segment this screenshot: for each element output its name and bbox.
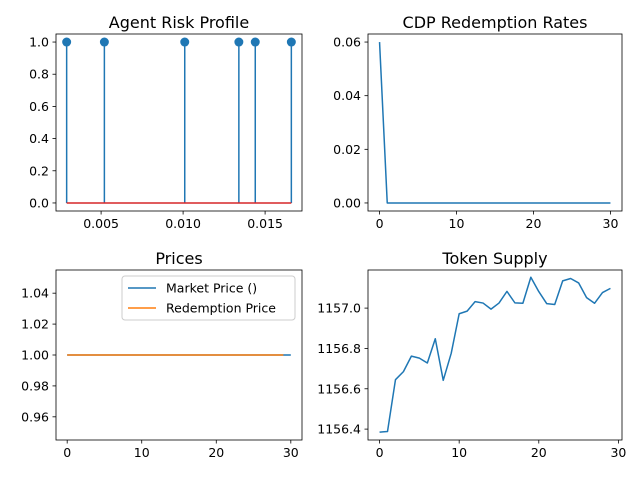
axes-frame (367, 33, 623, 212)
x-tick-label: 10 (134, 445, 150, 460)
x-tick-label: 30 (610, 445, 626, 460)
y-tick-label: 1156.4 (317, 422, 361, 437)
legend-box (121, 275, 296, 321)
y-tick-label: 0.98 (21, 378, 49, 393)
stem-marker (62, 37, 72, 47)
x-tick-label: 10 (449, 216, 465, 231)
stem-marker (180, 37, 190, 47)
redemption-rate-line (378, 42, 611, 204)
x-tick-label: 0.010 (165, 216, 201, 231)
x-tick-label: 30 (283, 445, 299, 460)
agent-risk-profile-chart: 0.005 0.010 0.015 0.0 0.2 0.4 0.6 0.8 1.0 Agent R… (29, 13, 303, 231)
chart-title: Token Supply (441, 249, 547, 268)
legend-label: Market Price () (166, 281, 257, 296)
cdp-redemption-rates-chart: 0 10 20 30 0.00 0.02 0.04 0.06 CDP Redemption Ra… (333, 13, 623, 231)
y-tick-label: 0.0 (29, 195, 49, 210)
x-tick-label: 20 (526, 216, 542, 231)
y-tick-label: 1156.8 (317, 341, 361, 356)
x-tick-label: 0 (63, 445, 71, 460)
token-supply-chart: 0 10 20 30 1156.4 1156.6 1156.8 1157.0 Token Sup… (317, 249, 626, 460)
y-tick-label: 0.2 (29, 163, 49, 178)
token-supply-line (379, 276, 611, 433)
chart-title: CDP Redemption Rates (403, 13, 588, 32)
y-tick-label: 0.04 (333, 88, 361, 103)
x-tick-label: 0 (376, 216, 384, 231)
chart-title: Prices (155, 249, 202, 268)
y-tick-label: 0.96 (21, 409, 49, 424)
y-tick-label: 1.00 (21, 348, 49, 363)
y-tick-label: 1.04 (21, 286, 49, 301)
prices-chart: 0 10 20 30 0.96 0.98 1.00 1.02 1.04 Prices Market … (21, 249, 303, 460)
stem-marker (250, 37, 260, 47)
x-tick-label: 20 (208, 445, 224, 460)
stem-marker (234, 37, 244, 47)
stem-marker (99, 37, 109, 47)
y-tick-label: 1156.6 (317, 381, 361, 396)
y-tick-label: 0.02 (333, 142, 361, 157)
axes-frame (55, 269, 303, 441)
y-tick-label: 0.00 (333, 195, 361, 210)
legend-label: Redemption Price (166, 301, 276, 316)
y-tick-label: 1.02 (21, 317, 49, 332)
axes-frame (367, 269, 623, 441)
x-tick-label: 0.015 (247, 216, 283, 231)
y-tick-label: 0.8 (29, 67, 49, 82)
y-tick-label: 1157.0 (317, 301, 361, 316)
x-tick-label: 0.005 (83, 216, 119, 231)
stem-marker (286, 37, 296, 47)
x-tick-label: 0 (376, 445, 384, 460)
y-tick-label: 0.06 (333, 35, 361, 50)
chart-title: Agent Risk Profile (109, 13, 249, 32)
y-tick-label: 0.4 (29, 131, 49, 146)
x-tick-label: 20 (531, 445, 547, 460)
y-tick-label: 0.6 (29, 99, 49, 114)
axes-frame (55, 33, 303, 212)
x-tick-label: 10 (451, 445, 467, 460)
y-tick-label: 1.0 (29, 35, 49, 50)
x-tick-label: 30 (603, 216, 619, 231)
